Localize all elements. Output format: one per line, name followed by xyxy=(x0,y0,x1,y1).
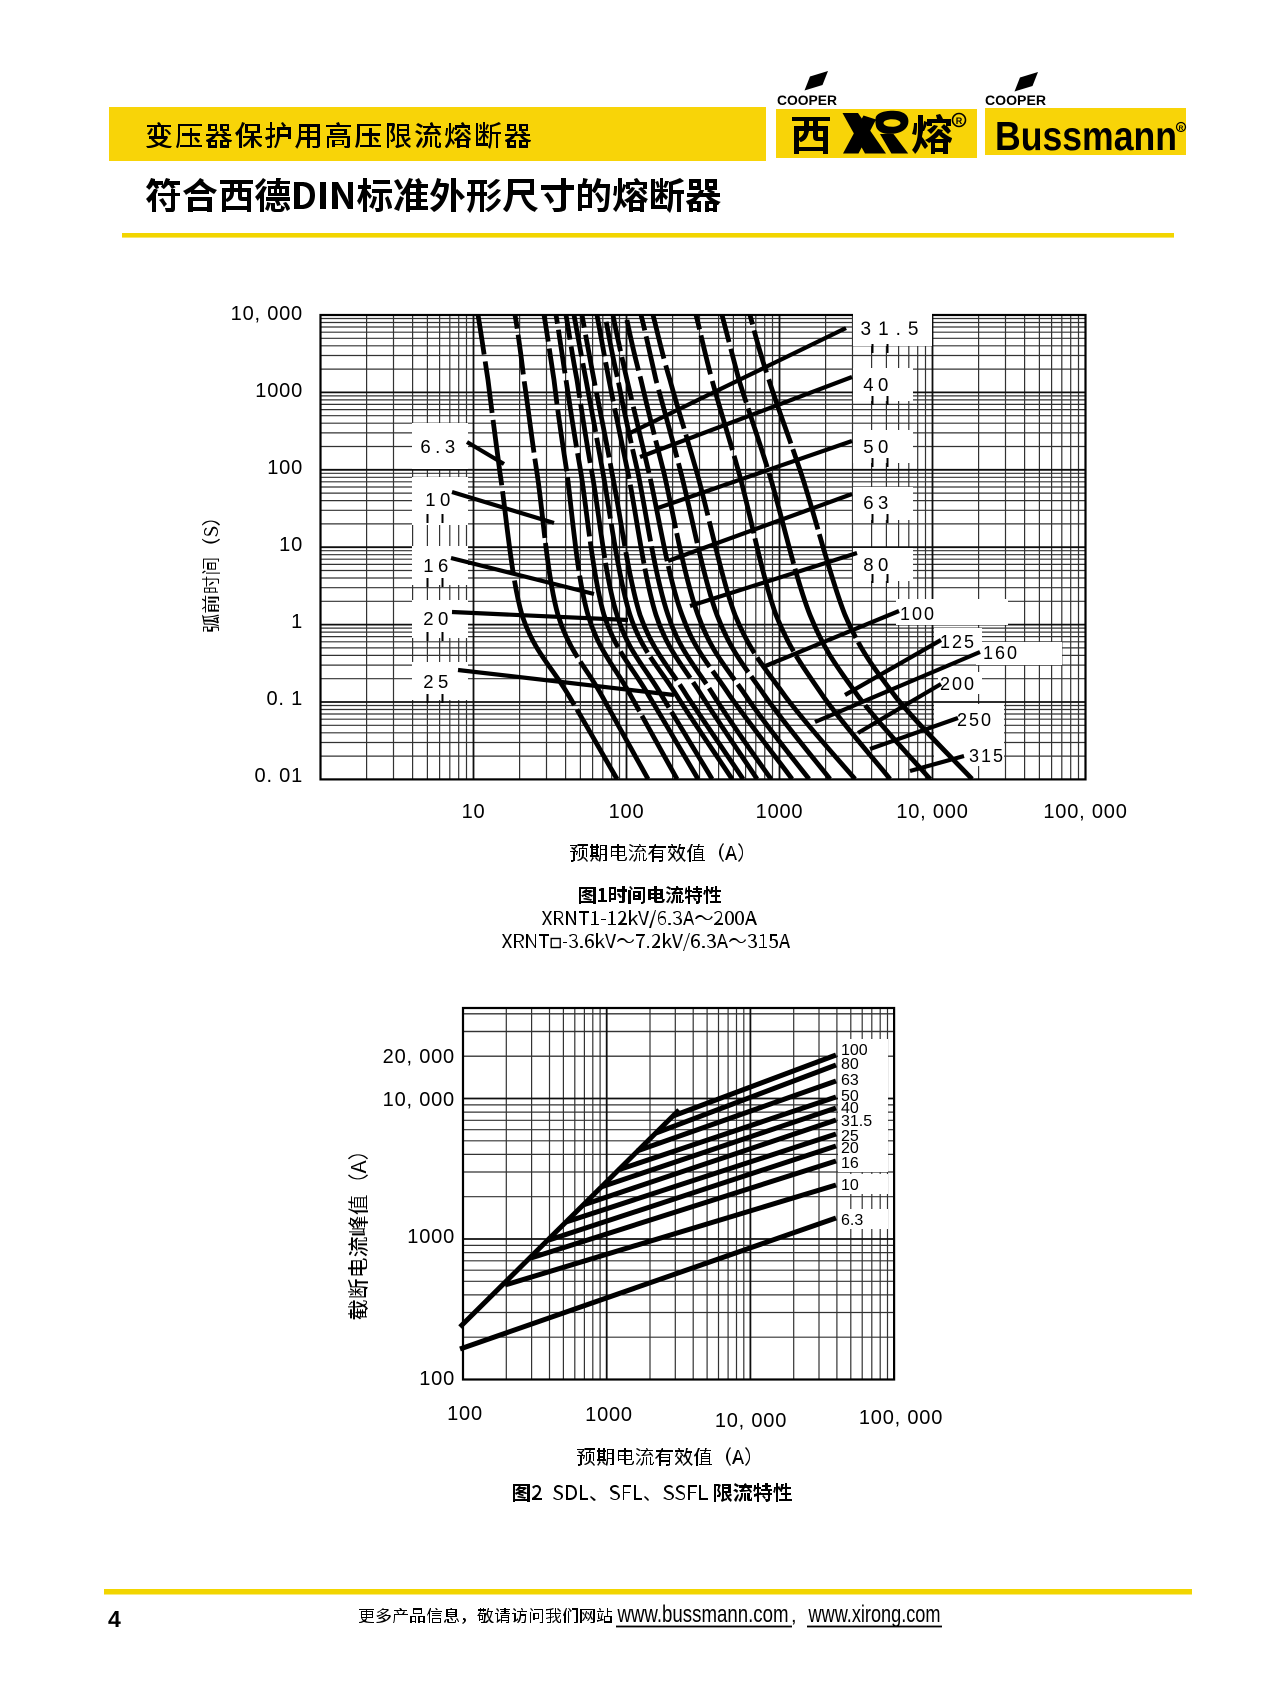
svg-text:100: 100 xyxy=(447,1403,483,1425)
svg-text:10, 000: 10, 000 xyxy=(383,1089,455,1111)
svg-text:0. 1: 0. 1 xyxy=(266,688,303,710)
svg-text:4: 4 xyxy=(108,1606,121,1632)
svg-text:40: 40 xyxy=(863,374,893,395)
svg-text:10, 000: 10, 000 xyxy=(715,1410,787,1432)
svg-text:100: 100 xyxy=(841,1042,868,1059)
svg-text:6.3: 6.3 xyxy=(420,436,459,457)
svg-text:www.bussmann.com: www.bussmann.com xyxy=(617,1601,789,1628)
svg-text:1000: 1000 xyxy=(255,380,303,402)
svg-text:31.5: 31.5 xyxy=(841,1113,872,1130)
svg-text:16: 16 xyxy=(423,555,453,576)
svg-text:40: 40 xyxy=(841,1100,859,1117)
svg-text:COOPER: COOPER xyxy=(985,93,1046,108)
svg-text:50: 50 xyxy=(863,436,893,457)
svg-text:10: 10 xyxy=(425,489,455,510)
svg-text:100: 100 xyxy=(900,604,936,624)
svg-text:63: 63 xyxy=(863,492,893,513)
svg-text:Bussmann: Bussmann xyxy=(995,113,1177,159)
svg-text:80: 80 xyxy=(841,1056,859,1073)
svg-text:100: 100 xyxy=(267,457,303,479)
svg-text:,: , xyxy=(791,1605,797,1627)
svg-text:16: 16 xyxy=(841,1155,859,1172)
svg-text:20: 20 xyxy=(423,608,453,629)
svg-text:250: 250 xyxy=(957,710,993,730)
svg-text:125: 125 xyxy=(940,632,976,652)
svg-text:1000: 1000 xyxy=(756,801,804,823)
svg-text:200: 200 xyxy=(940,674,976,694)
svg-text:10: 10 xyxy=(462,801,486,823)
svg-text:R: R xyxy=(1179,125,1184,132)
svg-text:100, 000: 100, 000 xyxy=(1043,801,1127,823)
svg-text:63: 63 xyxy=(841,1072,859,1089)
svg-text:50: 50 xyxy=(841,1088,859,1105)
svg-text:160: 160 xyxy=(983,643,1019,663)
svg-text:10, 000: 10, 000 xyxy=(231,303,303,325)
svg-text:10: 10 xyxy=(279,534,303,556)
svg-text:www.xirong.com: www.xirong.com xyxy=(808,1601,941,1628)
svg-text:100: 100 xyxy=(609,801,645,823)
svg-text:25: 25 xyxy=(423,671,453,692)
svg-text:6.3: 6.3 xyxy=(841,1212,863,1229)
svg-text:25: 25 xyxy=(841,1128,859,1145)
svg-text:100, 000: 100, 000 xyxy=(859,1407,943,1429)
svg-text:1000: 1000 xyxy=(407,1226,455,1248)
svg-text:10: 10 xyxy=(841,1177,859,1194)
svg-text:1: 1 xyxy=(291,611,303,633)
svg-text:R: R xyxy=(956,116,963,126)
svg-text:20: 20 xyxy=(841,1140,859,1157)
svg-text:100: 100 xyxy=(419,1368,455,1390)
svg-text:COOPER: COOPER xyxy=(777,93,837,108)
svg-text:31.5: 31.5 xyxy=(861,319,926,340)
svg-text:315: 315 xyxy=(969,746,1005,766)
svg-text:80: 80 xyxy=(863,554,893,575)
svg-text:20, 000: 20, 000 xyxy=(383,1046,455,1068)
svg-text:10, 000: 10, 000 xyxy=(896,801,968,823)
svg-text:1000: 1000 xyxy=(585,1404,633,1426)
svg-text:0. 01: 0. 01 xyxy=(255,765,303,787)
